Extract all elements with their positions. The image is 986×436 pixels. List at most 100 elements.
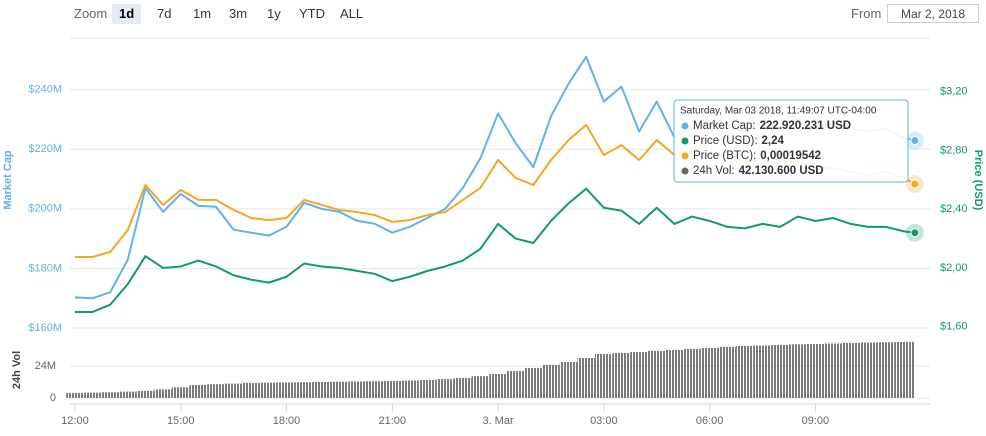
volume-bar	[101, 392, 120, 398]
volume-bar	[453, 378, 472, 398]
volume-bar	[189, 384, 208, 398]
volume-bar	[401, 380, 419, 398]
volume-bar	[524, 368, 543, 398]
volume-bar	[542, 364, 560, 398]
y2-tick-label: $1,60	[940, 321, 968, 333]
y-tick-label: $200M	[28, 203, 62, 215]
range-button[interactable]: 3m	[229, 6, 248, 21]
y-tick-label: $240M	[28, 84, 62, 96]
hover-point	[910, 228, 920, 238]
volume-bar	[909, 341, 915, 398]
volume-bar	[489, 374, 507, 398]
y2-tick-label: $3,20	[940, 86, 968, 98]
volume-bar	[312, 382, 331, 398]
y2-tick-label: $2,40	[940, 203, 968, 215]
hover-point	[910, 136, 920, 146]
tooltip-value: 42.130.600 USD	[739, 165, 824, 177]
x-tick-label: 09:00	[802, 415, 830, 427]
series-line	[74, 187, 915, 313]
range-button[interactable]: 7d	[157, 6, 172, 21]
zoom-label: Zoom	[74, 6, 108, 21]
range-button[interactable]: 1y	[267, 6, 281, 21]
x-tick-label: 06:00	[696, 415, 724, 427]
volume-bar	[154, 389, 172, 398]
volume-bar	[665, 350, 684, 398]
y-tick-label: $160M	[28, 322, 62, 334]
volume-bar	[577, 358, 596, 398]
volume-bar	[348, 381, 366, 398]
volume-bar	[700, 348, 719, 398]
x-tick-label: 15:00	[167, 415, 195, 427]
tooltip-header: Saturday, Mar 03 2018, 11:49:07 UTC-04:0…	[680, 106, 877, 117]
hover-point	[910, 179, 920, 189]
volume-bar	[277, 382, 296, 398]
vol-tick-label: 0	[50, 392, 56, 404]
volume-bar	[647, 350, 666, 398]
y2-tick-label: $2,80	[940, 144, 968, 156]
volume-bar	[559, 362, 578, 398]
tooltip-value: 0,00019542	[760, 150, 821, 162]
volume-bar	[171, 387, 190, 398]
volume-bar	[383, 380, 402, 398]
x-tick-label: 18:00	[273, 415, 301, 427]
volume-bar	[136, 390, 155, 398]
tooltip-box	[673, 99, 909, 183]
volume-bar	[736, 346, 754, 398]
y-axis-title: Market Cap	[2, 150, 14, 210]
volume-bar	[718, 346, 737, 398]
volume-bar	[295, 382, 313, 398]
volume-bar	[630, 352, 648, 398]
volume-bar	[894, 342, 910, 398]
y2-tick-label: $2,00	[940, 262, 968, 274]
volume-bar	[841, 342, 860, 398]
range-button[interactable]: 1d	[112, 4, 142, 24]
volume-bar	[242, 382, 261, 398]
x-tick-label: 3. Mar	[482, 415, 514, 427]
from-label: From	[851, 6, 882, 21]
volume-bar	[859, 342, 878, 398]
volume-bar	[683, 348, 701, 398]
tooltip-label: Price (USD):	[693, 135, 758, 147]
volume-bar	[436, 379, 454, 398]
tooltip-dot	[681, 152, 689, 160]
tooltip-line: 24h Vol: 42.130.600 USD	[693, 165, 824, 177]
tooltip-line: Price (USD): 2,24	[693, 135, 785, 147]
tooltip-label: Market Cap:	[693, 120, 756, 132]
from-date-input[interactable]: Mar 2, 2018	[887, 4, 979, 23]
volume-bar	[771, 344, 789, 398]
x-tick-label: 03:00	[590, 415, 618, 427]
volume-bar	[330, 381, 349, 398]
volume-bar	[753, 345, 772, 398]
tooltip-label: Price (BTC):	[693, 150, 756, 162]
tooltip: Saturday, Mar 03 2018, 11:49:07 UTC-04:0…	[673, 99, 909, 183]
x-tick-label: 21:00	[379, 415, 407, 427]
tooltip-line: Price (BTC): 0,00019542	[693, 150, 821, 162]
volume-bar	[824, 343, 842, 398]
range-button[interactable]: 1m	[193, 6, 212, 21]
tooltip-dot	[681, 167, 689, 175]
tooltip-label: 24h Vol:	[693, 165, 735, 177]
volume-bar	[788, 344, 807, 398]
vol-tick-label: 24M	[35, 360, 56, 372]
tooltip-value: 2,24	[762, 135, 785, 147]
volume-bar	[207, 384, 225, 398]
x-tick-label: 12:00	[61, 415, 89, 427]
volume-bar	[877, 342, 895, 398]
volume-bar	[506, 371, 525, 398]
tooltip-dot	[681, 122, 689, 130]
volume-bar	[418, 380, 437, 398]
volume-bar	[66, 392, 84, 398]
y-tick-label: $180M	[28, 262, 62, 274]
volume-bar	[260, 382, 278, 398]
y2-axis-title: Price (USD)	[972, 150, 984, 211]
tooltip-dot	[681, 137, 689, 145]
range-button[interactable]: YTD	[299, 6, 325, 21]
tooltip-line: Market Cap: 222.920.231 USD	[693, 120, 851, 132]
range-button[interactable]: ALL	[340, 6, 364, 21]
volume-bar	[612, 352, 631, 398]
volume-bar	[471, 376, 490, 398]
tooltip-value: 222.920.231 USD	[760, 120, 851, 132]
volume-bar	[83, 392, 102, 398]
volume-bar	[224, 383, 243, 398]
